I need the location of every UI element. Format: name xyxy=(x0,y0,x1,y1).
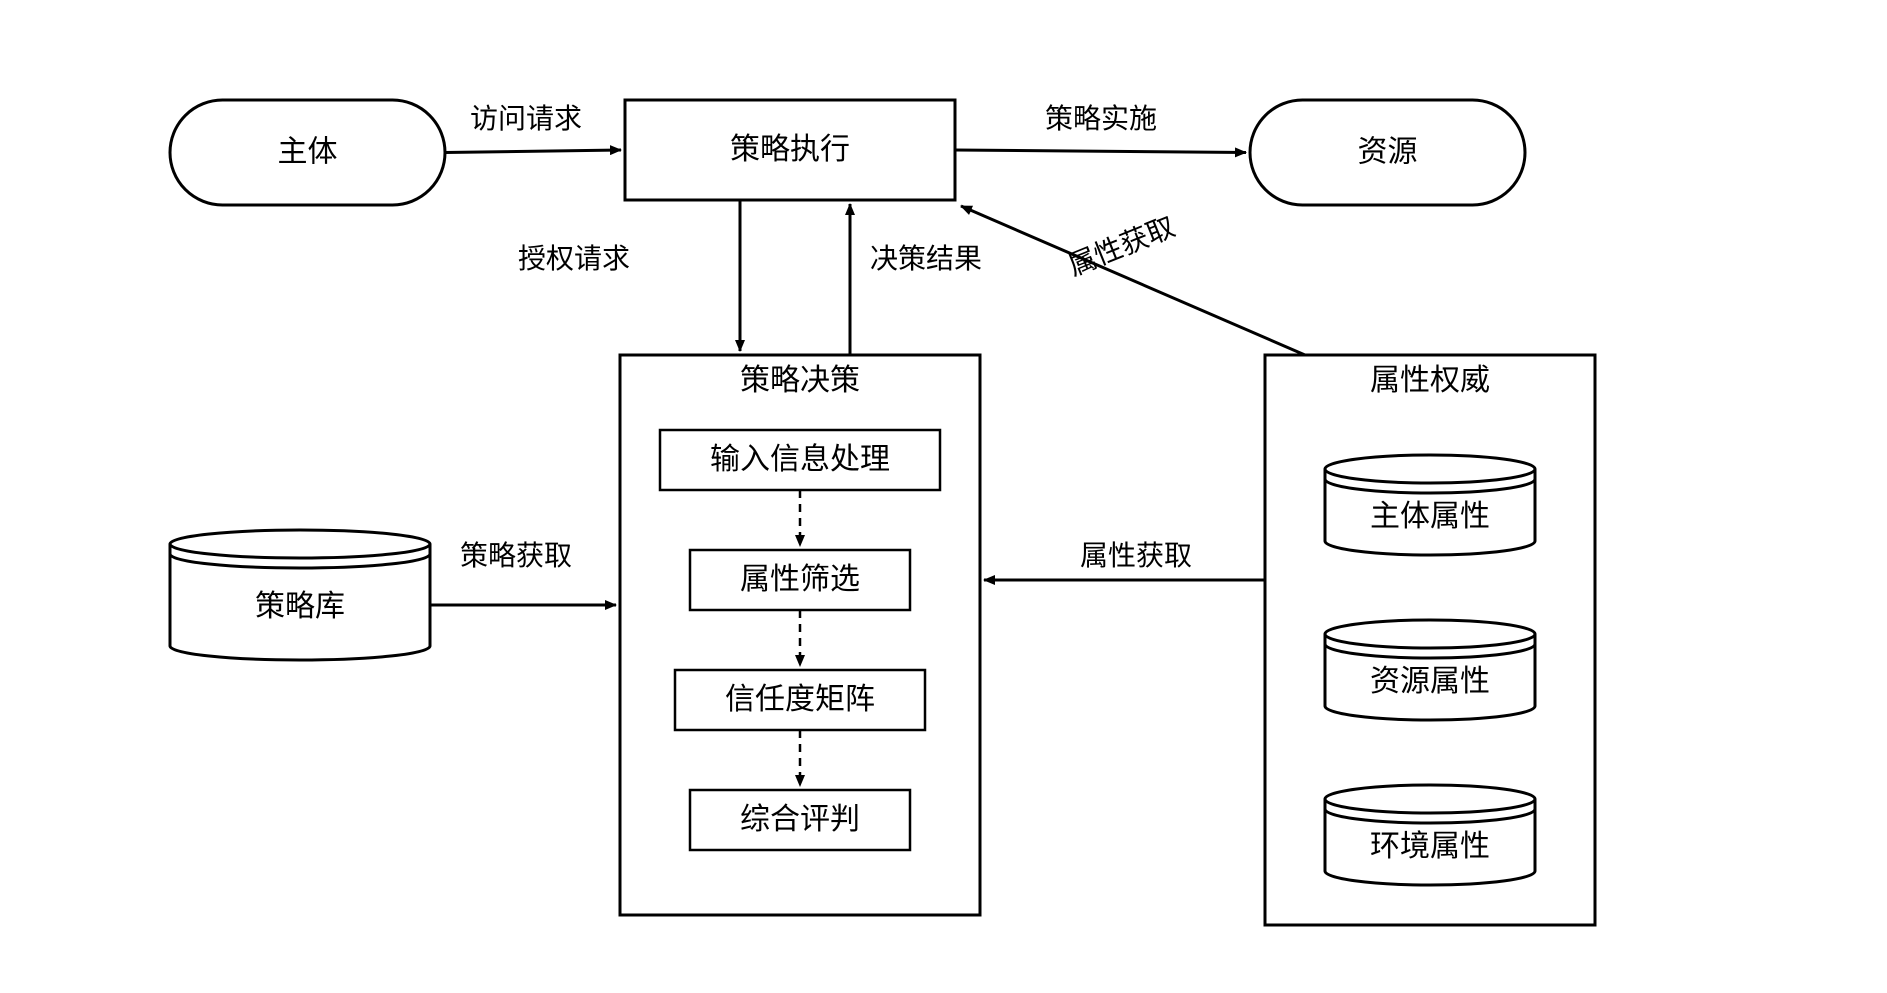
svg-text:决策结果: 决策结果 xyxy=(870,243,982,275)
edge-exec-resource xyxy=(955,150,1246,153)
svg-text:策略库: 策略库 xyxy=(255,590,345,623)
svg-text:访问请求: 访问请求 xyxy=(470,103,582,135)
svg-text:信任度矩阵: 信任度矩阵 xyxy=(725,683,875,716)
svg-text:资源: 资源 xyxy=(1358,135,1418,168)
svg-text:策略决策: 策略决策 xyxy=(740,364,860,397)
svg-text:主体属性: 主体属性 xyxy=(1370,500,1490,533)
svg-text:资源属性: 资源属性 xyxy=(1370,665,1490,698)
svg-text:属性获取: 属性获取 xyxy=(1080,540,1192,572)
svg-text:输入信息处理: 输入信息处理 xyxy=(710,443,890,476)
svg-text:策略实施: 策略实施 xyxy=(1045,103,1157,135)
svg-text:属性权威: 属性权威 xyxy=(1370,364,1490,397)
svg-text:综合评判: 综合评判 xyxy=(740,803,860,836)
svg-text:环境属性: 环境属性 xyxy=(1370,830,1490,863)
svg-text:主体: 主体 xyxy=(278,135,338,168)
edge-subject-exec xyxy=(445,150,621,153)
svg-text:授权请求: 授权请求 xyxy=(518,243,630,275)
svg-text:策略执行: 策略执行 xyxy=(730,133,850,166)
svg-text:策略获取: 策略获取 xyxy=(460,540,572,572)
svg-text:属性获取: 属性获取 xyxy=(1064,211,1180,283)
svg-text:属性筛选: 属性筛选 xyxy=(740,563,860,596)
